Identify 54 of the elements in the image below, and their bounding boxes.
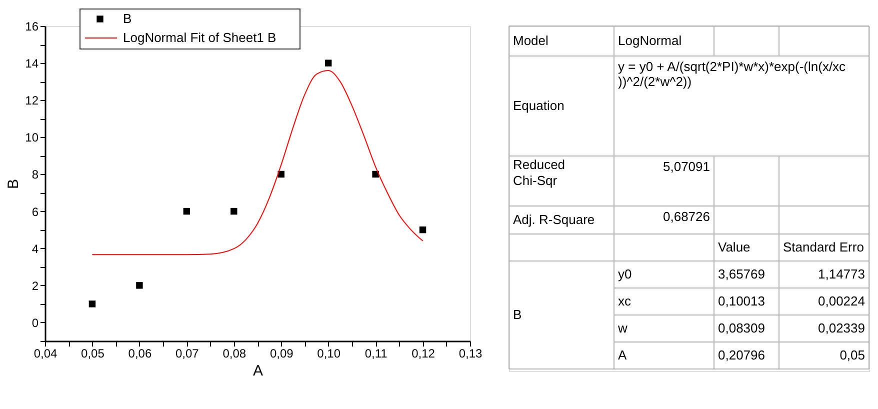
text: Reduced Chi-Sqr [513, 157, 566, 188]
x-tick-label: 0,06 [128, 346, 152, 360]
y-tick-label: 2 [32, 278, 39, 293]
x-tick-label: 0,04 [34, 346, 58, 360]
y-tick-label: 10 [25, 130, 39, 145]
text: 3,65769 [718, 266, 765, 282]
text: 5,07091 [663, 159, 710, 174]
y-tick-label: 4 [32, 242, 39, 256]
x-tick-label: 0,10 [317, 346, 341, 360]
y-tick-label: 6 [32, 204, 39, 219]
point [88, 300, 96, 308]
y-tick-label: 16 [25, 20, 39, 34]
y-tick-label: 0 [32, 316, 39, 330]
x-tick-label: 0,08 [222, 346, 246, 360]
x-tick-label: 0,13 [458, 346, 482, 360]
text: 0,02339 [818, 320, 865, 336]
point [230, 208, 238, 215]
x-tick-label: 0,05 [81, 346, 105, 360]
text: xc [618, 294, 632, 308]
text: 0,68726 [663, 209, 710, 224]
legend-label: LogNormal Fit of Sheet1 B [123, 30, 276, 45]
text: 0,08309 [718, 320, 765, 336]
point [324, 60, 332, 66]
x-tick-label: 0,12 [412, 346, 436, 360]
point [419, 226, 426, 234]
text: 1,14773 [818, 266, 865, 282]
point [136, 282, 143, 289]
line-series [92, 70, 424, 256]
y-tick-label: 14 [25, 56, 39, 71]
text: Equation [513, 98, 564, 113]
text: y = y0 + A/(sqrt(2*PI)*w*x)*exp(-(ln(x/xc [618, 59, 846, 74]
x-tick-label: 0,07 [175, 346, 200, 360]
text: B [513, 307, 522, 322]
legend-label: B [123, 11, 132, 26]
text: 0,20796 [718, 348, 765, 362]
y-axis-title: B [5, 178, 22, 190]
text: LogNormal [618, 33, 682, 48]
text: ))^2/(2*w^2)) [618, 74, 692, 89]
text: 0,10013 [718, 294, 765, 308]
x-tick-label: 0,11 [364, 346, 388, 360]
y-tick-label: 8 [32, 168, 39, 182]
text: Adj. R-Square [513, 212, 595, 227]
text: y0 [618, 266, 632, 282]
x-axis-title: A [252, 362, 264, 380]
text: w [617, 320, 628, 336]
x-tick-label: 0,09 [270, 346, 294, 360]
text: Model [513, 33, 549, 48]
text: 0,00224 [818, 294, 865, 308]
text: A [618, 348, 627, 362]
text: Standard Erro [783, 240, 864, 254]
text: Value [718, 240, 750, 254]
y-tick-label: 12 [25, 94, 39, 108]
point [183, 208, 190, 215]
point [372, 170, 379, 178]
